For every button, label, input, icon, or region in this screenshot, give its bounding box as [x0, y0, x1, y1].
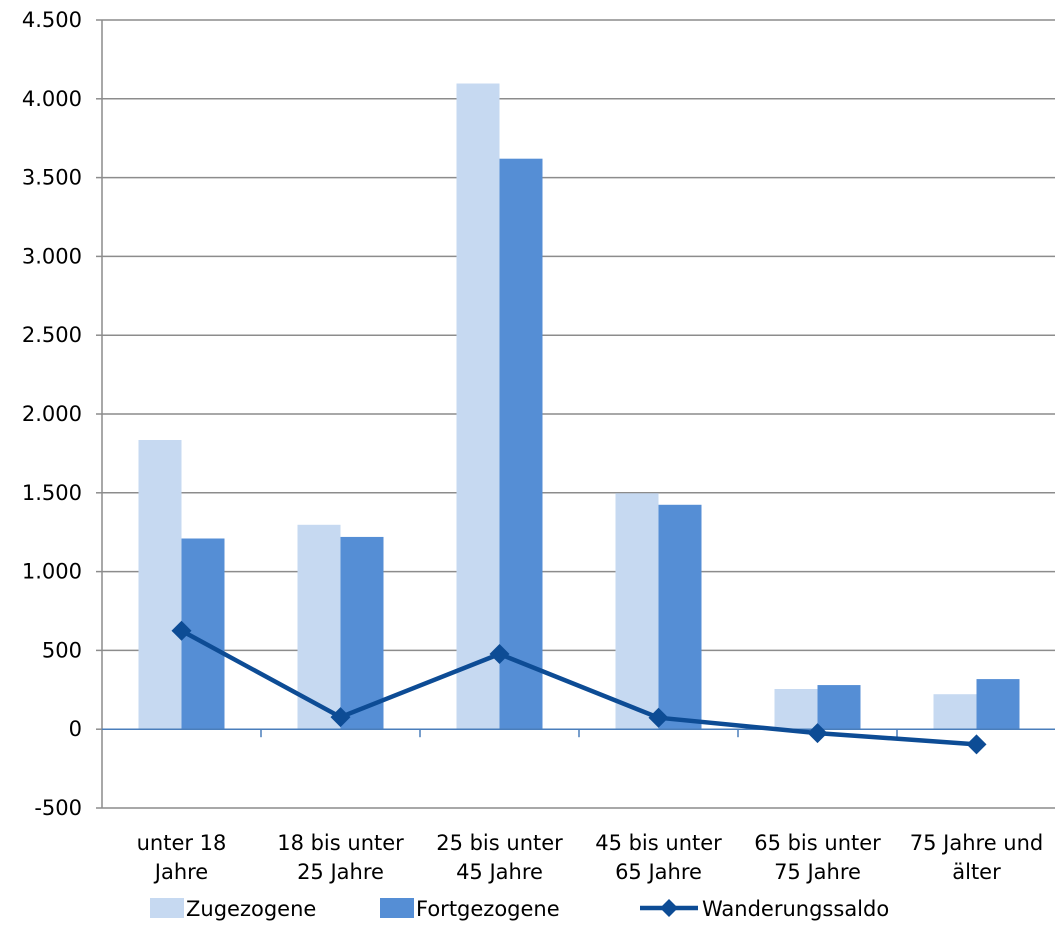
bar-fortgezogene [499, 158, 543, 730]
line-series [171, 620, 987, 755]
x-tick-label: unter 18 Jahre [137, 831, 227, 884]
bar-zugezogene [615, 493, 659, 730]
x-tick-label: 65 bis unter 75 Jahre [754, 831, 881, 884]
bar-fortgezogene [340, 536, 384, 730]
y-tick-label: 3.000 [22, 244, 82, 268]
bars [138, 83, 1020, 730]
x-tick-label: 18 bis unter 25 Jahre [277, 831, 404, 884]
y-axis-tick-labels: -500 0 500 1.000 1.500 2.000 2.500 3.000 3.500 4.… [22, 8, 82, 820]
legend-label: Fortgezogene [416, 897, 560, 921]
x-axis-tick-labels: unter 18 Jahre 18 bis unter 25 Jahre 25 bis … [137, 831, 1044, 884]
legend: Zugezogene Fortgezogene Wanderungssaldo [150, 897, 889, 921]
y-tick-label: 4.000 [22, 87, 82, 111]
line-point [330, 707, 351, 728]
y-tick-label: -500 [34, 796, 82, 820]
line-wanderungssaldo [180, 628, 977, 747]
y-tick-label: 4.500 [22, 8, 82, 32]
line-point [489, 644, 510, 665]
bar-zugezogene [933, 694, 977, 730]
line-point [171, 620, 192, 641]
legend-marker [660, 899, 678, 917]
y-tick-label: 500 [42, 638, 82, 662]
line-point [648, 707, 669, 728]
y-tick-label: 2.000 [22, 402, 82, 426]
y-tick-label: 1.000 [22, 560, 82, 584]
legend-swatch [150, 898, 184, 918]
x-tick-label: 45 bis unter 65 Jahre [595, 831, 722, 884]
legend-item-zugezogene: Zugezogene [150, 897, 316, 921]
y-tick-label: 2.500 [22, 323, 82, 347]
gridlines [102, 19, 1055, 809]
line-point [807, 723, 828, 744]
bar-zugezogene [774, 689, 818, 730]
legend-item-fortgezogene: Fortgezogene [380, 897, 560, 921]
bar-fortgezogene [976, 679, 1020, 730]
legend-item-wanderungssaldo: Wanderungssaldo [640, 897, 889, 921]
y-tick-label: 3.500 [22, 166, 82, 190]
bar-zugezogene [456, 83, 500, 730]
bar-fortgezogene [658, 504, 702, 730]
bar-zugezogene [138, 440, 182, 730]
y-tick-label: 1.500 [22, 481, 82, 505]
legend-label: Wanderungssaldo [702, 897, 889, 921]
line-point [966, 734, 987, 755]
axes [96, 19, 1055, 809]
x-tick-label: 75 Jahre und älter [910, 831, 1044, 884]
bar-fortgezogene [817, 685, 861, 730]
x-tick-label: 25 bis unter 45 Jahre [436, 831, 563, 884]
y-tick-label: 0 [69, 717, 82, 741]
legend-swatch [380, 898, 414, 918]
legend-label: Zugezogene [186, 897, 316, 921]
